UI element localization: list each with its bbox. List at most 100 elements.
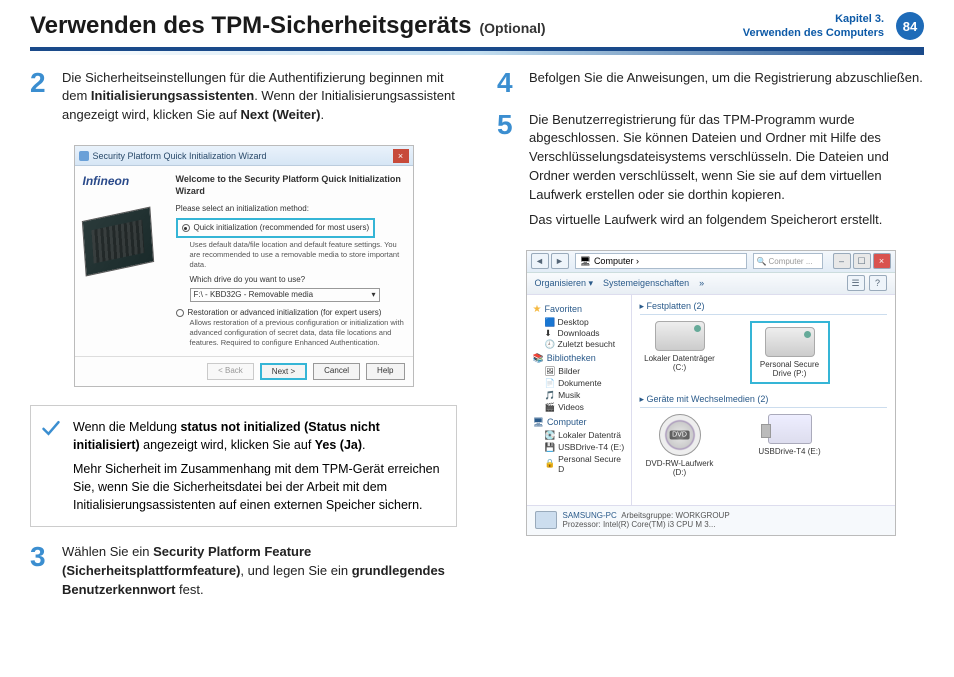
organize-menu[interactable]: Organisieren ▾ (535, 278, 594, 289)
help-button[interactable]: Help (366, 363, 404, 380)
step-2-bold-a: Initialisierungsassistenten (91, 88, 254, 103)
minimize-button[interactable]: – (833, 253, 851, 269)
step-2-bold-b: Next (Weiter) (240, 107, 320, 122)
wizard-window: Security Platform Quick Initialization W… (74, 145, 414, 386)
computer-icon: 🖥 (580, 256, 591, 267)
status-cpu: Prozessor: Intel(R) Core(TM) i3 CPU M 3.… (563, 520, 730, 529)
page-header: Verwenden des TPM-Sicherheitsgeräts (Opt… (30, 12, 924, 51)
sidebar-libraries[interactable]: 📚Bibliotheken (533, 353, 627, 364)
drive-icon: 💽 (545, 430, 556, 441)
nav-fwd-button[interactable]: ► (551, 253, 569, 269)
back-button[interactable]: < Back (207, 363, 254, 380)
checkmark-icon (41, 418, 61, 438)
chapter-label: Kapitel 3. Verwenden des Computers (743, 12, 890, 41)
wizard-titlebar[interactable]: Security Platform Quick Initialization W… (75, 146, 413, 166)
step-number: 2 (30, 69, 52, 132)
hdd-icon (655, 321, 705, 351)
drive-label: Personal Secure Drive (P:) (754, 360, 826, 378)
music-icon: 🎵 (545, 390, 556, 401)
page-title: Verwenden des TPM-Sicherheitsgeräts (30, 12, 471, 40)
wizard-drive-select[interactable]: F:\ - KBD32G - Removable media ▾ (190, 288, 380, 302)
pictures-icon: 🖼 (545, 366, 556, 377)
sidebar-computer[interactable]: 🖥Computer (533, 417, 627, 428)
chapter-line-2: Verwenden des Computers (743, 26, 884, 40)
computer-icon: 🖥 (533, 417, 544, 428)
search-placeholder: Computer ... (768, 257, 812, 266)
close-button[interactable]: × (873, 253, 891, 269)
close-icon[interactable]: × (393, 149, 409, 163)
sidebar-item-usb[interactable]: 💾USBDrive-T4 (E:) (545, 442, 627, 453)
dvd-icon: DVD (659, 414, 701, 456)
explorer-window: ◄ ► 🖥 Computer › 🔍 Computer ... – ☐ (526, 250, 896, 536)
explorer-content: ▸ Festplatten (2) Lokaler Datenträger (C… (632, 295, 895, 505)
sysprops-button[interactable]: Systemeigenschaften (603, 278, 689, 288)
desktop-icon: 🟦 (545, 317, 555, 326)
drive-personal-secure[interactable]: Personal Secure Drive (P:) (750, 321, 830, 384)
sidebar-item-documents[interactable]: 📄Dokumente (545, 378, 627, 389)
wizard-heading: Welcome to the Security Platform Quick I… (176, 174, 405, 197)
sidebar-item-recent[interactable]: 🕘Zuletzt besucht (545, 339, 627, 349)
wizard-drive-question: Which drive do you want to use? (190, 275, 405, 285)
step-3-text-c: fest. (175, 582, 203, 597)
step-3-text-a: Wählen Sie ein (62, 544, 153, 559)
sidebar-item-local[interactable]: 💽Lokaler Datenträ (545, 430, 627, 441)
explorer-sidebar: ★Favoriten 🟦Desktop ⬇Downloads 🕘Zuletzt … (527, 295, 632, 505)
recent-icon: 🕘 (545, 339, 555, 348)
step-number: 4 (497, 69, 519, 97)
page-number-badge: 84 (896, 12, 924, 40)
wizard-app-icon (79, 151, 89, 161)
search-input[interactable]: 🔍 Computer ... (753, 253, 823, 269)
step-5: 5 Die Benutzerregistrierung für das TPM-… (497, 111, 924, 236)
documents-icon: 📄 (545, 378, 556, 389)
sidebar-item-pictures[interactable]: 🖼Bilder (545, 366, 627, 377)
sidebar-item-downloads[interactable]: ⬇Downloads (545, 328, 627, 338)
note-text-c: . (362, 438, 365, 452)
wizard-prompt: Please select an initialization method: (176, 204, 405, 214)
sidebar-item-desktop[interactable]: 🟦Desktop (545, 317, 627, 327)
explorer-titlebar[interactable]: ◄ ► 🖥 Computer › 🔍 Computer ... – ☐ (527, 251, 895, 273)
secure-drive-icon: 🔒 (545, 458, 556, 469)
sidebar-item-videos[interactable]: 🎬Videos (545, 402, 627, 413)
step-5-text-a: Die Benutzerregistrierung für das TPM-Pr… (529, 111, 924, 205)
sidebar-item-music[interactable]: 🎵Musik (545, 390, 627, 401)
page-subtitle: (Optional) (479, 20, 545, 36)
monitor-icon (535, 511, 557, 529)
drive-label: USBDrive-T4 (E:) (750, 447, 830, 456)
explorer-statusbar: SAMSUNG-PC Arbeitsgruppe: WORKGROUP Proz… (527, 505, 895, 535)
sidebar-favorites[interactable]: ★Favoriten (533, 304, 627, 315)
step-4-text: Befolgen Sie die Anweisungen, um die Reg… (529, 69, 923, 88)
step-number: 5 (497, 111, 519, 236)
address-bar[interactable]: 🖥 Computer › (575, 253, 747, 269)
library-icon: 📚 (533, 353, 544, 364)
wizard-option2-desc: Allows restoration of a previous configu… (190, 318, 405, 347)
wizard-option-quick[interactable]: Quick initialization (recommended for mo… (176, 218, 376, 238)
cancel-button[interactable]: Cancel (313, 363, 360, 380)
usb-drive-icon (768, 414, 812, 444)
drive-dvd[interactable]: DVD DVD-RW-Laufwerk (D:) (640, 414, 720, 477)
drive-label: DVD-RW-Laufwerk (D:) (640, 459, 720, 477)
chevron-down-icon: ▾ (371, 290, 375, 300)
step-5-text-b: Das virtuelle Laufwerk wird an folgendem… (529, 211, 924, 230)
step-3: 3 Wählen Sie ein Security Platform Featu… (30, 543, 457, 606)
nav-back-button[interactable]: ◄ (531, 253, 549, 269)
maximize-button[interactable]: ☐ (853, 253, 871, 269)
view-icon[interactable]: ☰ (847, 275, 865, 291)
search-icon: 🔍 (757, 257, 767, 266)
drive-label: Lokaler Datenträger (C:) (640, 354, 720, 372)
note-box: Wenn die Meldung status not initialized … (30, 405, 457, 528)
drive-usb[interactable]: USBDrive-T4 (E:) (750, 414, 830, 477)
step-4: 4 Befolgen Sie die Anweisungen, um die R… (497, 69, 924, 97)
wizard-option1-label: Quick initialization (recommended for mo… (194, 223, 370, 233)
step-2-text-c: . (320, 107, 324, 122)
toolbar-overflow[interactable]: » (699, 278, 704, 288)
radio-icon[interactable] (182, 224, 190, 232)
sidebar-item-psd[interactable]: 🔒Personal Secure D (545, 454, 627, 474)
radio-icon[interactable] (176, 309, 184, 317)
usb-icon: 💾 (545, 442, 556, 453)
chip-icon (81, 207, 153, 277)
next-button[interactable]: Next > (260, 363, 307, 380)
help-icon[interactable]: ? (869, 275, 887, 291)
drive-local-c[interactable]: Lokaler Datenträger (C:) (640, 321, 720, 384)
section-removable: ▸ Geräte mit Wechselmedien (2) (640, 394, 887, 408)
status-pcname: SAMSUNG-PC (563, 511, 617, 520)
